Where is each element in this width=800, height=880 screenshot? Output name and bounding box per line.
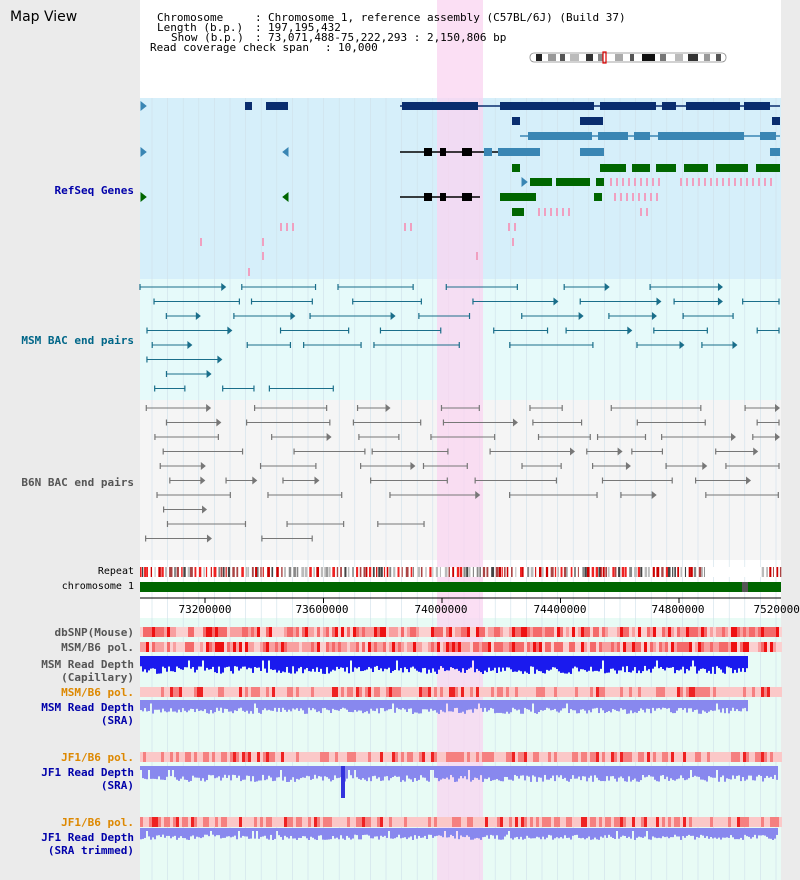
page-title: Map View [10,9,78,25]
region-highlight [437,0,483,880]
track-label-jf1-depth-sra-sub: (SRA) [100,779,134,792]
info-sep-4: : [325,41,332,54]
info-length: 197,195,432 [268,21,341,34]
jf1-b6-pol-2-heatmap [140,817,782,827]
info-sep-2: : [255,21,262,34]
refseq-gene-models [140,100,780,276]
b6n-bac-end-pairs [145,404,780,543]
track-label-msm-b6-pol-2[interactable]: MSM/B6 pol. [61,686,134,699]
track-label-repeat: Repeat [97,566,134,577]
msm-b6-pol-heatmap [140,642,782,652]
track-label-jf1-depth-sra[interactable]: JF1 Read Depth [41,766,134,779]
position-axis [140,597,781,603]
info-coverage: 10,000 [338,41,378,54]
axis-tick-label: 74000000 [414,603,468,616]
info-key-chromosome: Chromosome [157,11,224,24]
jf1-depth-sra-trimmed [140,828,778,840]
chromosome-bar [140,582,781,592]
track-label-jf1-b6-pol-2[interactable]: JF1/B6 pol. [61,816,134,829]
track-label-refseq[interactable]: RefSeq Genes [54,184,134,197]
track-label-chromosome: chromosome 1 [61,581,134,592]
axis-tick-label: 74400000 [533,603,587,616]
msm-depth-capillary [140,656,748,674]
info-sep-3: : [255,31,262,44]
chromosome-ideogram [529,51,727,64]
info-chromosome: Chromosome 1, reference assembly (C57BL/… [268,11,626,24]
jf1-depth-sra [140,766,778,782]
axis-tick-label: 74800000 [651,603,705,616]
msm-depth-sra [140,700,748,714]
track-label-msm-bac[interactable]: MSM BAC end pairs [21,334,134,347]
axis-tick-label: 73200000 [178,603,232,616]
track-label-jf1-b6-pol[interactable]: JF1/B6 pol. [61,751,134,764]
chromosome-gap [742,582,748,592]
axis-tick-label: 73600000 [295,603,349,616]
track-label-jf1-depth-trim[interactable]: JF1 Read Depth [41,831,134,844]
info-key-length: Length (b.p.) [157,21,244,34]
track-label-b6n-bac[interactable]: B6N BAC end pairs [21,476,134,489]
track-label-dbsnp[interactable]: dbSNP(Mouse) [54,626,134,639]
track-label-msm-depth-sra[interactable]: MSM Read Depth [41,701,134,714]
track-label-msm-b6-pol[interactable]: MSM/B6 pol. [61,641,134,654]
grid-lines [151,98,777,880]
jf1-b6-pol-heatmap [140,752,782,762]
dbsnp-heatmap [140,627,782,637]
info-show: 73,071,488-75,222,293 : 2,150,806 bp [268,31,507,44]
track-label-msm-depth-cap[interactable]: MSM Read Depth [41,658,134,671]
axis-tick-label: 75200000 [753,603,800,616]
info-key-show: Show (b.p.) [171,31,244,44]
info-sep-1: : [255,11,262,24]
track-label-jf1-depth-trim-sub: (SRA trimmed) [47,844,134,857]
msm-b6-pol-2-heatmap [140,687,782,697]
info-key-coverage: Read coverage check span [150,41,309,54]
track-label-msm-depth-sra-sub: (SRA) [100,714,134,727]
track-label-msm-depth-cap-sub: (Capillary) [61,671,134,684]
msm-bac-end-pairs [139,283,780,392]
repeat-track [140,567,782,577]
jf1-depth-spike [341,766,345,798]
